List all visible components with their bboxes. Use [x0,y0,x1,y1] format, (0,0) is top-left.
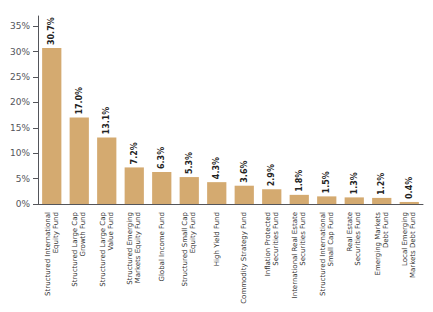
svg-text:15%: 15% [10,123,30,133]
svg-text:Growth Fund: Growth Fund [79,212,87,257]
svg-text:Markets Equity Fund: Markets Equity Fund [134,212,142,283]
svg-text:Debt Fund: Debt Fund [382,212,390,248]
svg-text:Inflation Protected: Inflation Protected [264,212,272,276]
svg-text:Equity Fund: Equity Fund [189,212,197,253]
svg-text:13.1%: 13.1% [102,107,111,135]
svg-text:Securities Fund: Securities Fund [299,212,307,266]
svg-text:30.7%: 30.7% [47,17,56,45]
svg-text:1.5%: 1.5% [322,171,331,193]
svg-text:Structured International: Structured International [319,212,327,296]
svg-text:5%: 5% [16,174,31,184]
svg-text:Commodity Strategy Fund: Commodity Strategy Fund [240,212,248,304]
svg-text:2.9%: 2.9% [267,164,276,186]
svg-text:Equity Fund: Equity Fund [52,212,60,253]
svg-text:10%: 10% [10,148,30,158]
svg-text:Local Emerging: Local Emerging [401,212,409,266]
svg-text:3.6%: 3.6% [240,161,249,183]
svg-text:Value Fund: Value Fund [107,212,115,250]
svg-text:High Yield Fund: High Yield Fund [213,212,221,266]
svg-text:1.3%: 1.3% [350,172,359,194]
svg-text:Small Cap Fund: Small Cap Fund [327,212,335,266]
svg-text:International Real Estate: International Real Estate [291,212,299,298]
svg-text:Real Estate: Real Estate [346,212,354,251]
svg-text:20%: 20% [10,97,30,107]
svg-text:1.2%: 1.2% [377,173,386,195]
svg-text:4.3%: 4.3% [212,157,221,179]
svg-text:Structured Small Cap: Structured Small Cap [181,211,189,286]
svg-text:Emerging Markets: Emerging Markets [374,212,382,276]
svg-text:30%: 30% [10,47,30,57]
svg-text:17.0%: 17.0% [75,87,84,115]
svg-text:0.4%: 0.4% [405,177,414,199]
svg-text:Structured International: Structured International [44,212,52,296]
svg-text:7.2%: 7.2% [130,142,139,164]
svg-text:Structured Large Cap: Structured Large Cap [71,211,79,286]
svg-text:25%: 25% [10,72,30,82]
svg-text:35%: 35% [10,21,30,31]
svg-text:Structured Large Cap: Structured Large Cap [99,211,107,286]
svg-text:Global Income Fund: Global Income Fund [158,212,166,282]
svg-text:0%: 0% [16,199,31,209]
svg-text:1.8%: 1.8% [295,170,304,192]
svg-text:Markets Debt Fund: Markets Debt Fund [409,212,417,278]
svg-text:Structured Emerging: Structured Emerging [126,212,134,285]
svg-text:Securities Fund: Securities Fund [354,212,362,266]
svg-text:6.3%: 6.3% [157,147,166,169]
svg-text:5.3%: 5.3% [185,152,194,174]
svg-text:Securities Fund: Securities Fund [272,212,280,266]
